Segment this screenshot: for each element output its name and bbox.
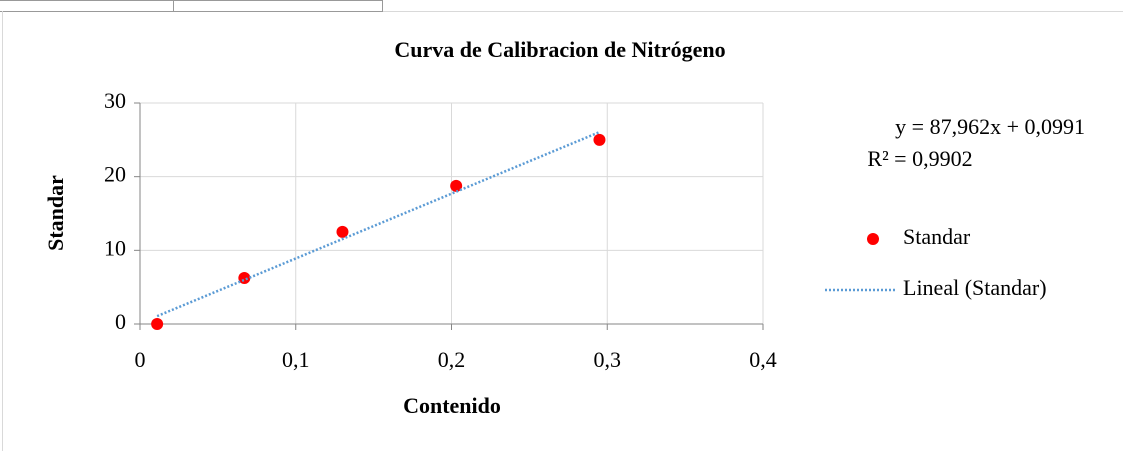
trend-r2: R² = 0,9902 [867, 146, 972, 171]
data-point [450, 179, 463, 192]
x-tick-label: 0,4 [749, 347, 777, 372]
y-tick-label: 10 [104, 235, 126, 260]
x-tick-label: 0,2 [438, 347, 466, 372]
x-tick-label: 0 [135, 347, 146, 372]
legend-marker [867, 233, 879, 245]
data-point [238, 271, 251, 284]
trend-equation: y = 87,962x + 0,0991 [895, 114, 1085, 139]
data-point [336, 225, 349, 238]
x-axis-label: Contenido [403, 393, 501, 418]
legend-label: Standar [903, 224, 971, 249]
data-point [151, 318, 164, 330]
data-point [593, 133, 606, 146]
y-tick-label: 30 [104, 88, 126, 113]
chart-title: Curva de Calibracion de Nitrógeno [394, 37, 725, 62]
y-tick-label: 20 [104, 162, 126, 187]
x-tick-label: 0,1 [282, 347, 310, 372]
y-tick-label: 0 [115, 309, 126, 334]
x-tick-label: 0,3 [594, 347, 622, 372]
y-axis-label: Standar [43, 175, 68, 251]
legend-label: Lineal (Standar) [903, 275, 1047, 300]
